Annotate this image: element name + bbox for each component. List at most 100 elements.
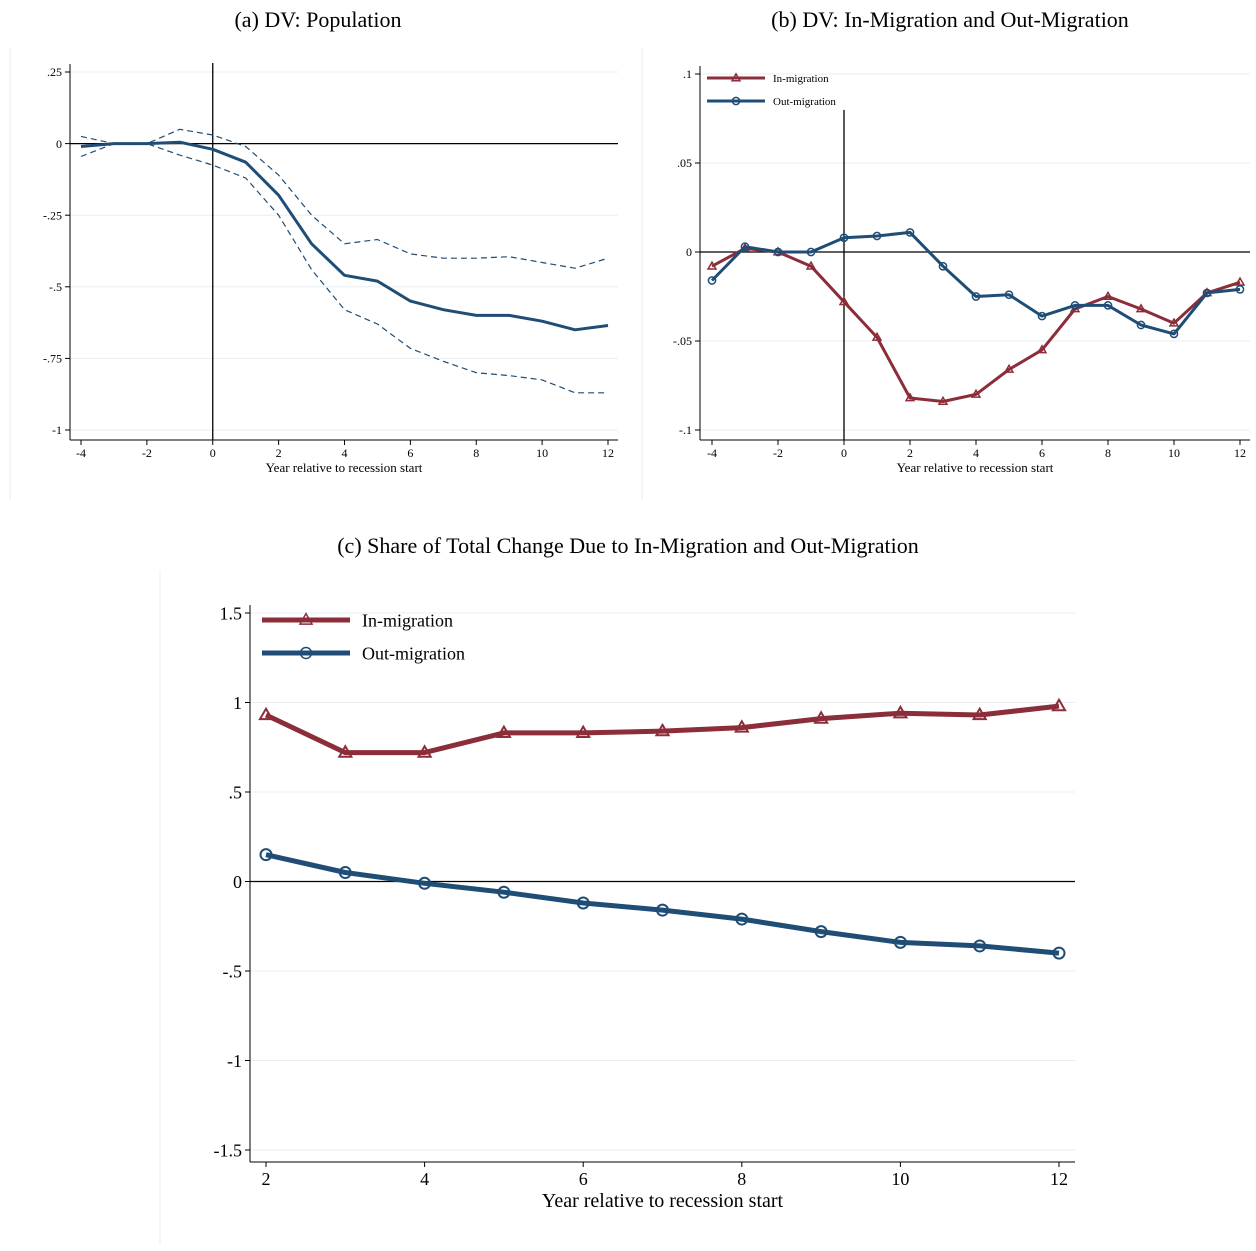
y-tick-label: -.05 [673,334,692,348]
y-tick-label: -1 [52,423,62,437]
series-out-migration-point [1037,311,1047,321]
x-tick-label: -2 [142,446,152,460]
series-in-migration-point [416,744,433,758]
series-in-migration-point [734,719,750,733]
x-tick-label: 4 [420,1169,429,1189]
x-tick-label: 6 [407,446,413,460]
x-tick-label: -4 [76,446,86,460]
x-tick-label: 2 [276,446,282,460]
x-tick-label: 2 [907,446,913,460]
series-in-migration-point [971,706,988,721]
x-tick-label: 6 [579,1169,588,1189]
y-tick-label: 0 [233,872,242,892]
series-in-migration-point [805,260,817,270]
series-out-migration-point [839,233,849,243]
series-out-migration-point [1136,320,1146,330]
series-out-migration-point [735,912,749,926]
x-tick-label: 10 [536,446,548,460]
series-out-migration-point [1202,288,1212,298]
series-out-migration-point [872,231,882,241]
y-tick-label: -.5 [49,280,62,294]
legend-in-migration-label: In-migration [362,610,453,630]
series-out-migration-point [814,925,828,939]
series-upper-ci-line [80,128,609,269]
panel-b-title: (b) DV: In-Migration and Out-Migration [771,7,1129,32]
x-tick-label: 4 [973,446,979,460]
series-out-migration-point [1070,301,1080,310]
x-tick-label: 4 [342,446,348,460]
y-tick-label: .05 [677,156,692,170]
x-tick-label: 8 [737,1169,746,1189]
series-in-migration-point [937,395,949,405]
series-in-migration-point [575,724,591,739]
series-out-migration-point [806,247,816,257]
series-out-migration-point [905,228,915,237]
y-tick-label: -1.5 [214,1140,243,1160]
legend-in-migration-marker [730,72,742,82]
legend-out-migration-marker [299,646,313,660]
x-tick-label: 10 [891,1169,909,1189]
y-tick-label: .25 [47,65,62,79]
panel-a-chart: .25 0 -.25 -.5 -.75 -1 -4 -2 0 2 4 6 8 10 12 Year relat… [43,63,618,475]
y-tick-label: 0 [56,137,62,151]
series-out-migration-line [265,852,1060,956]
series-in-migration-line [711,246,1241,403]
series-out-migration-point [338,866,352,880]
y-tick-label: .1 [683,67,692,81]
panel-a-title: (a) DV: Population [234,7,401,32]
series-in-migration-point [706,260,718,270]
x-tick-label: 8 [473,446,479,460]
series-out-migration-point [1052,946,1066,960]
series-out-migration-point [938,261,948,271]
series-out-migration-point [707,276,717,285]
y-tick-label: 0 [686,245,692,259]
series-out-migration-point [740,242,750,252]
x-axis-label: Year relative to recession start [897,460,1054,475]
x-tick-label: 0 [210,446,216,460]
series-out-migration-point [259,848,273,862]
y-tick-label: -1 [227,1051,242,1071]
series-in-migration-point [1234,276,1246,286]
series-in-migration-point [1003,363,1015,373]
series-in-migration-point [654,722,671,737]
series-in-migration-point [970,388,982,398]
series-out-migration-line [710,230,1241,336]
series-in-migration-point [258,706,274,721]
series-lower-ci-line [80,143,608,394]
x-tick-label: 10 [1168,446,1180,460]
x-axis-label: Year relative to recession start [542,1190,784,1212]
series-in-migration-point [1051,697,1067,712]
y-tick-label: -.25 [43,208,62,222]
y-tick-label: -.1 [679,423,692,437]
series-in-migration-point [1135,303,1147,313]
x-tick-label: 8 [1105,446,1111,460]
y-tick-label: .5 [229,782,243,802]
series-out-migration-point [1004,290,1014,300]
series-out-migration-point [656,903,669,917]
series-in-migration-line [264,703,1060,756]
x-tick-label: 12 [1050,1169,1068,1189]
series-estimate-line [80,140,609,332]
series-in-migration-point [1168,317,1180,327]
series-out-migration-point [1235,285,1245,294]
series-out-migration-point [971,292,981,301]
panel-c-title: (c) Share of Total Change Due to In-Migr… [337,533,919,558]
x-tick-label: -2 [773,446,783,460]
legend-out-migration-label: Out-migration [773,96,836,108]
y-tick-label: -.75 [43,352,62,366]
series-in-migration-point [892,704,909,719]
x-tick-label: 12 [1234,446,1246,460]
x-tick-label: 2 [262,1169,271,1189]
series-out-migration-point [1169,329,1179,339]
series-out-migration-point [773,247,783,257]
legend-out-migration-marker [731,96,741,106]
x-axis-label: Year relative to recession start [266,460,423,475]
x-tick-label: 0 [841,446,847,460]
series-in-migration-point [337,744,354,758]
legend-in-migration-marker [298,612,314,625]
series-out-migration-point [973,939,987,953]
x-tick-label: -4 [707,446,717,460]
series-in-migration-point [904,392,916,402]
